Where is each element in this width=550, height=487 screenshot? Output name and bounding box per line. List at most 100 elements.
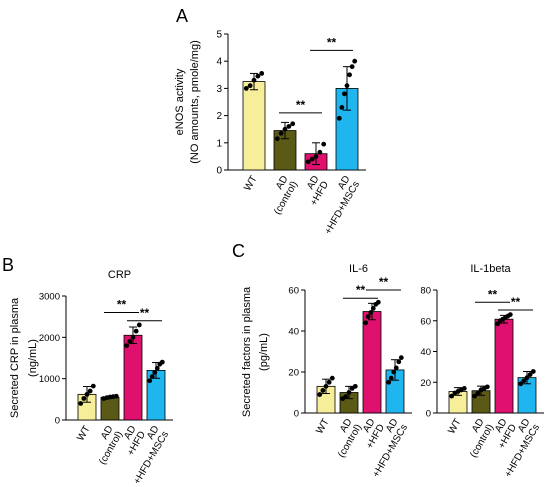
data-point [243,86,249,91]
x-tick-label: WT [446,417,463,436]
y-tick-label: 60 [420,316,431,327]
data-point [398,355,404,361]
chart-crp: CRP Secreted CRP in plasma (ng/mL) 0 1000 200… [9,269,173,486]
data-point [149,374,155,379]
data-point [113,393,119,399]
y-axis-label: Secreted CRP in plasma [9,297,21,418]
data-point [472,393,478,399]
data-point [286,124,292,129]
x-tick-label: AD(control) [459,417,496,460]
y-tick-label: 1000 [39,374,60,385]
data-point [305,159,311,165]
data-point [343,394,349,399]
y-tick-label: 3000 [39,292,60,303]
data-point [84,391,90,397]
data-point [336,115,342,121]
data-point [363,320,369,326]
y-axis-unit: (pg/mL) [258,333,270,371]
significance-label: ** [140,306,150,320]
y-tick-label: 0 [216,166,222,177]
data-point [344,83,350,89]
y-tick-label: 0 [294,409,299,420]
significance-label: ** [327,35,337,49]
y-tick-label: 0 [55,416,60,427]
y-tick-label: 20 [288,368,299,379]
y-tick-label: 3 [216,84,222,95]
significance-label: ** [356,283,366,297]
significance-label: ** [379,275,389,289]
x-tick-label: AD+HFD [299,174,331,208]
data-point [309,156,315,162]
y-tick-label: 2 [216,111,222,122]
significance-label: ** [511,295,521,309]
data-point [521,378,527,384]
significance-label: ** [296,98,306,112]
data-point [524,375,530,381]
data-point [365,314,371,320]
data-point [388,375,394,381]
data-point [124,343,130,348]
y-axis-label: Secreted factors in plasma [241,286,253,417]
data-point [507,312,513,317]
data-point [484,384,490,390]
panel-letter-c: C [232,241,245,261]
data-point [317,149,323,155]
chart-title: CRP [108,269,131,281]
y-tick-label: 80 [420,286,431,297]
data-point [152,370,158,375]
panel-letter-b: B [2,255,14,275]
y-tick-label: 20 [420,378,431,389]
data-point [352,383,358,389]
data-point [247,83,253,89]
data-point [461,386,467,391]
data-point [147,378,153,384]
data-point [87,388,93,394]
data-point [154,365,160,371]
x-tick-label: AD(control) [263,174,300,217]
y-axis-unit: (ng/mL) [27,339,39,377]
chart-il-6: IL-6 Secreted factors in plasma (pg/mL) 0 20… [241,263,412,479]
data-point [259,71,265,76]
data-point [475,390,481,396]
y-tick-label: 40 [288,327,299,338]
data-point [347,72,352,78]
data-point [391,369,397,375]
bar [494,318,514,414]
data-point [530,369,536,374]
data-point [133,328,139,334]
y-tick-label: 2000 [39,333,60,344]
data-point [375,299,381,305]
significance-label: ** [488,287,498,301]
data-point [320,388,326,393]
x-tick-label: AD(control) [327,417,364,460]
data-point [323,383,329,389]
data-point [346,390,352,395]
chart-title: IL-1beta [470,263,511,275]
data-point [127,339,133,344]
data-point [527,372,533,377]
data-point [159,359,165,365]
data-point [81,396,87,401]
data-point [78,401,84,406]
x-tick-label-line: WT [242,174,259,193]
data-point [136,322,142,328]
data-point [282,126,288,132]
data-point [255,73,261,79]
data-point [313,154,319,159]
data-point [321,141,327,147]
data-point [251,77,257,83]
y-tick-label: 4 [216,57,222,68]
bar [242,81,266,171]
x-tick-label-line: WT [446,417,463,436]
data-point [317,392,323,397]
data-point [518,381,524,387]
y-axis-label: eNOS activity [174,68,186,135]
data-point [339,105,345,110]
y-tick-label: 5 [216,30,222,41]
data-point [393,365,399,371]
x-tick-label-line: WT [75,424,92,443]
data-point [290,121,296,127]
y-tick-label: 60 [288,286,299,297]
